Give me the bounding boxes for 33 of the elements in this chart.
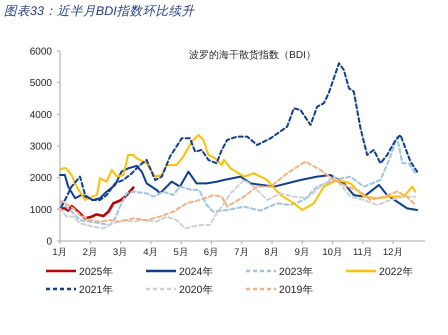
x-tick-label: 1月 [52,247,68,258]
y-tick-label: 5000 [30,78,52,90]
x-tick-label: 9月 [294,247,310,258]
chart-subtitle: 波罗的海干散货指数（BDI） [189,49,316,61]
line-series [59,160,416,223]
x-tick-label: 4月 [143,247,159,258]
line-series [59,134,416,211]
legend-label: 2023年 [279,266,314,278]
legend-label: 2022年 [379,266,414,278]
legend-label: 2020年 [179,284,214,296]
x-tick-label: 11月 [352,247,373,258]
line-series [60,62,418,208]
y-tick-label: 4000 [30,110,52,121]
y-tick-label: 1000 [30,204,52,216]
x-tick-label: 8月 [264,247,280,258]
y-tick-label: 2000 [30,173,52,184]
legend-label: 2024年 [179,266,214,278]
y-tick-label: 6000 [30,46,52,58]
legend-label: 2025年 [79,266,114,278]
x-tick-label: 6月 [204,247,220,258]
x-tick-label: 3月 [112,247,128,258]
x-tick-label: 12月 [382,247,404,258]
chart-title: 图表33：近半月BDI指数环比续升 [4,4,196,18]
y-tick-label: 0 [46,236,52,248]
x-tick-label: 10月 [322,247,343,258]
y-tick-label: 3000 [30,142,52,152]
line-series [59,176,416,230]
x-tick-label: 2月 [82,247,98,258]
legend-label: 2021年 [79,284,114,296]
x-tick-label: 7月 [234,247,250,258]
x-tick-label: 5月 [174,247,189,258]
legend-label: 2019年 [279,284,314,296]
line-series [59,136,416,226]
